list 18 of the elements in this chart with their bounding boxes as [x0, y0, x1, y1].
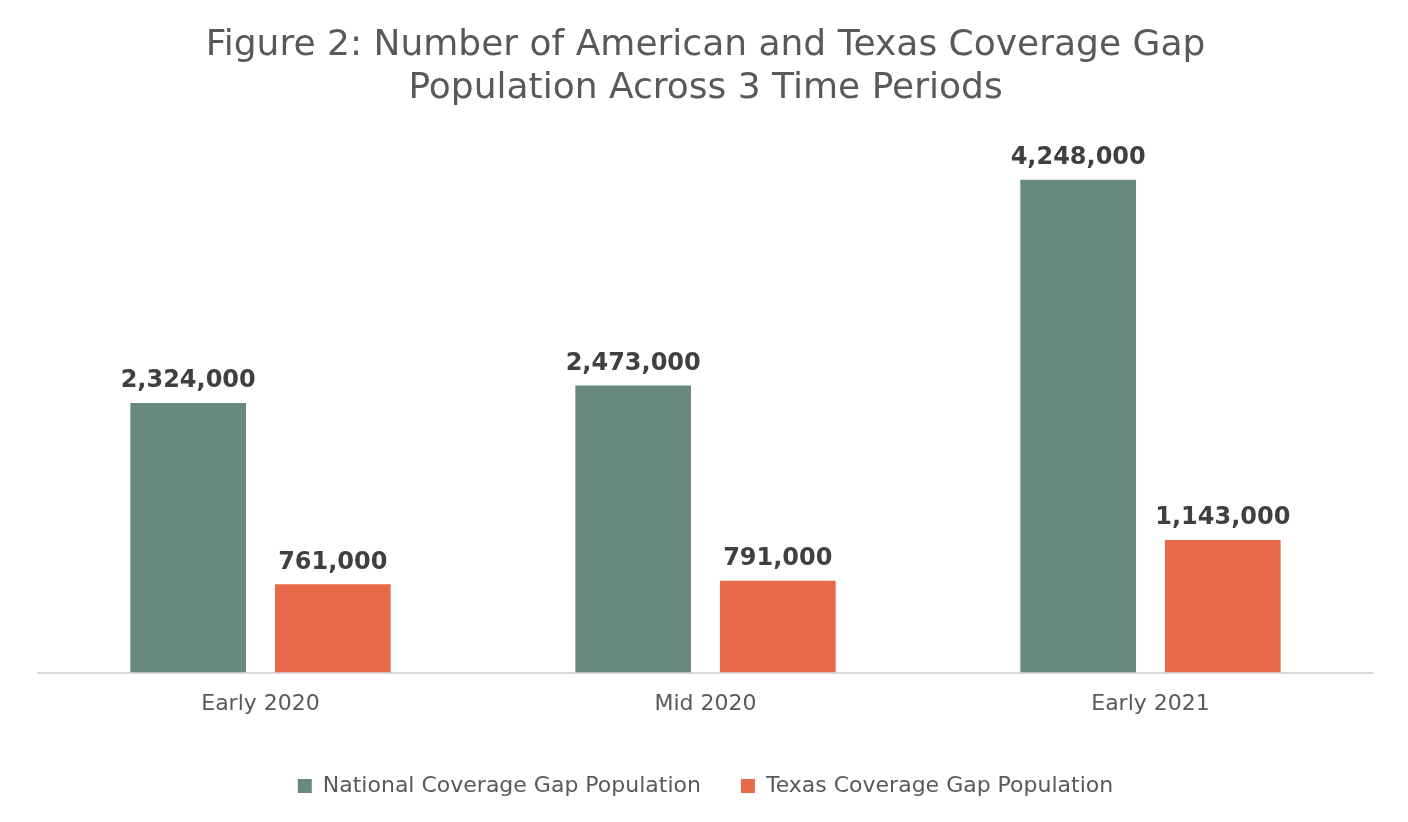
- bar: [719, 580, 836, 673]
- bar: [130, 402, 247, 673]
- bar: [575, 385, 692, 673]
- data-label: 791,000: [723, 543, 833, 572]
- legend-label: National Coverage Gap Population: [322, 771, 701, 797]
- x-tick-label: Mid 2020: [654, 689, 757, 715]
- chart-title: Figure 2: Number of American and Texas Coverage Gap Population Across 3 Time Periods: [205, 21, 1206, 107]
- bar: [1164, 539, 1281, 673]
- legend-label: Texas Coverage Gap Population: [764, 771, 1114, 797]
- data-label: 761,000: [278, 546, 388, 575]
- bar: [274, 584, 391, 673]
- x-tick-label: Early 2020: [201, 689, 320, 715]
- data-label: 2,473,000: [565, 347, 701, 376]
- data-label: 1,143,000: [1155, 502, 1291, 531]
- x-tick-label: Early 2021: [1091, 689, 1210, 715]
- bar: [1020, 179, 1137, 673]
- data-label: 4,248,000: [1010, 141, 1146, 170]
- data-label: 2,324,000: [120, 365, 256, 394]
